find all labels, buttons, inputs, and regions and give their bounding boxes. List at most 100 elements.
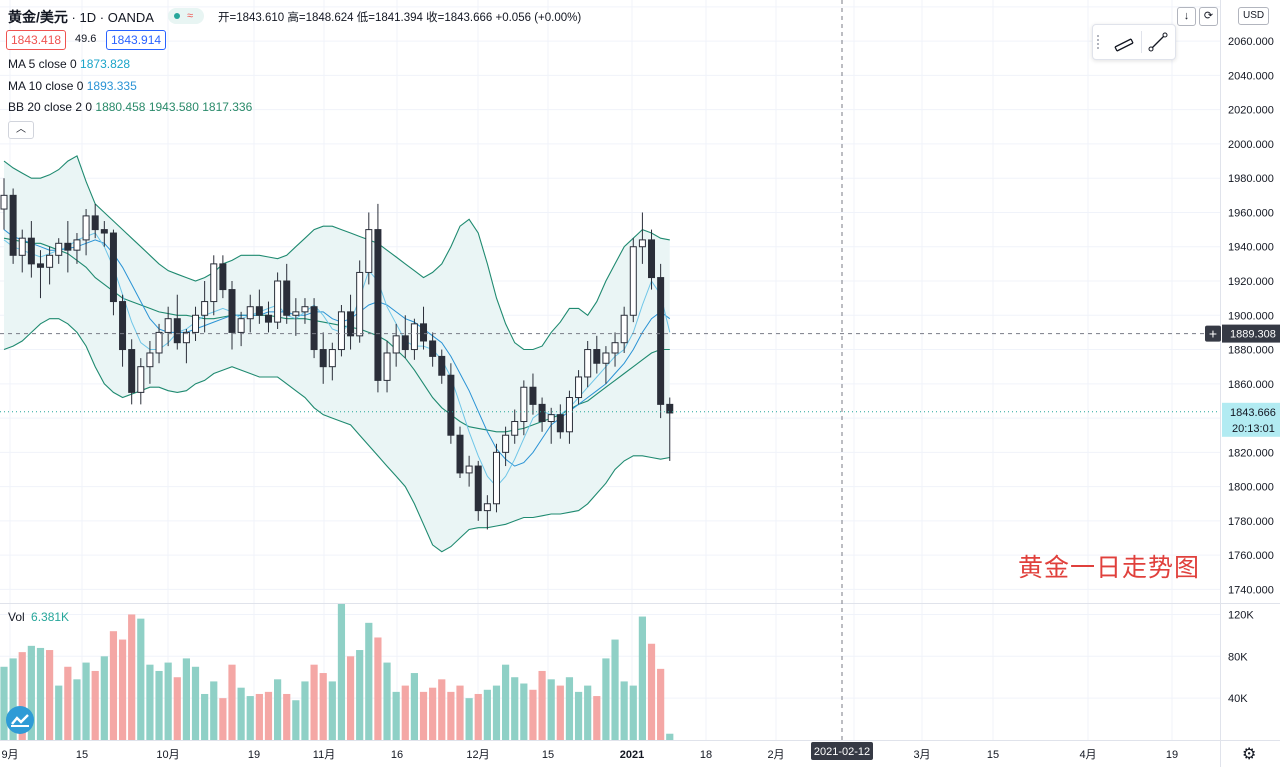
ma10-legend[interactable]: MA 10 close 0 1893.335 [8, 79, 137, 93]
time-tick-label: 19 [248, 749, 260, 761]
drag-handle-icon[interactable] [1097, 35, 1103, 49]
volume-bar [46, 650, 54, 740]
candle-down [255, 306, 263, 316]
tradingview-logo-icon[interactable] [6, 706, 34, 734]
volume-bar [201, 693, 209, 740]
time-tick-label: 2月 [767, 749, 784, 761]
crosshair-date-box [811, 742, 873, 760]
bb-legend[interactable]: BB 20 close 2 0 1880.458 1943.580 1817.3… [8, 100, 252, 114]
candle-down [374, 229, 382, 381]
candle-down [228, 289, 236, 333]
candle-down [420, 323, 428, 342]
plus-icon-glyph: + [1209, 326, 1217, 342]
symbol-name[interactable]: 黄金/美元 [8, 9, 68, 25]
candle-up [620, 314, 628, 344]
volume-tick-label: 120K [1228, 609, 1254, 621]
volume-bar [283, 693, 291, 740]
time-tick-label: 2021 [620, 749, 644, 761]
price-tick-label: 2040.000 [1228, 70, 1274, 82]
candle-down [447, 374, 455, 436]
volume-bar [64, 666, 72, 740]
countdown-label: 20:13:01 [1232, 423, 1275, 435]
candle-down [529, 386, 537, 405]
price-tick-label: 2000.000 [1228, 139, 1274, 151]
volume-bar [328, 681, 336, 740]
candle-down [109, 232, 117, 303]
volume-bar [82, 662, 90, 740]
candle-up [629, 246, 637, 316]
volume-bar [173, 677, 181, 740]
trendline-tool-icon[interactable] [1145, 29, 1171, 55]
candle-up [246, 306, 254, 320]
bb-legend-upper: 1943.580 [148, 100, 199, 114]
price-axis-labels: 2060.000 2040.000 2020.000 2000.000 1980.000… [1228, 36, 1274, 596]
interval-label[interactable]: 1D [79, 10, 97, 25]
plus-icon [1205, 325, 1221, 342]
market-status-badge[interactable]: ≈ [168, 8, 204, 24]
candle-up [164, 318, 172, 333]
volume-legend[interactable]: Vol 6.381K [8, 610, 69, 624]
price-tick-label: 1880.000 [1228, 345, 1274, 357]
volume-bar [483, 689, 491, 740]
volume-bar [465, 698, 473, 740]
crosshair-date-label: 2021-02-12 [814, 746, 870, 758]
volume-axis-labels: 120K 80K 40K [1228, 609, 1254, 705]
volume-bar [264, 691, 273, 740]
candle-down [219, 263, 227, 291]
candle-up [337, 311, 345, 351]
price-tick-label: 1960.000 [1228, 207, 1274, 219]
volume-bar [128, 614, 136, 740]
volume-bar [602, 658, 610, 740]
candle-up [73, 239, 81, 251]
down-arrow-icon[interactable]: ↓ [1177, 7, 1196, 26]
last-price-box [1222, 402, 1280, 437]
candle-up [292, 311, 300, 316]
crosshair-price-box [1222, 324, 1280, 343]
volume-bar [346, 656, 355, 740]
volume-legend-name: Vol [8, 610, 25, 624]
time-tick-label: 4月 [1079, 749, 1096, 761]
volume-bar [392, 691, 400, 740]
volume-bar [538, 670, 546, 740]
time-tick-label: 15 [76, 749, 88, 761]
volume-bar [191, 666, 200, 740]
volume-bar [310, 664, 318, 740]
bollinger-lower-line [3, 318, 670, 553]
candle-up [274, 280, 282, 323]
candle-down [593, 349, 601, 364]
ma5-legend-name: MA 5 close 0 [8, 57, 77, 71]
candle-up [502, 434, 510, 453]
volume-bar [36, 647, 45, 740]
volume-bar [502, 664, 510, 740]
candle-down [538, 403, 546, 423]
buy-price[interactable]: 1843.914 [106, 30, 167, 50]
candle-up [46, 254, 54, 268]
volume-bar [274, 679, 282, 740]
price-tick-label: 1760.000 [1228, 550, 1274, 562]
gear-icon[interactable]: ⚙ [1242, 746, 1257, 763]
volume-bar [55, 685, 63, 740]
refresh-icon[interactable]: ⟳ [1199, 7, 1218, 26]
channel-tool-icon[interactable] [1111, 29, 1137, 55]
volume-bar [638, 616, 646, 740]
candle-down [128, 349, 136, 393]
price-tick-label: 2060.000 [1228, 36, 1274, 48]
time-tick-label: 10月 [156, 749, 179, 761]
candle-down [657, 277, 665, 405]
candle-down [438, 355, 446, 376]
volume-bar [228, 664, 236, 740]
volume-bar [629, 685, 637, 740]
volume-bar [356, 650, 364, 740]
sell-price[interactable]: 1843.418 [6, 30, 67, 50]
volume-bar [118, 639, 127, 740]
candle-down [9, 194, 17, 256]
candle-up [575, 376, 583, 399]
volume-tick-label: 40K [1228, 693, 1248, 705]
ma5-legend[interactable]: MA 5 close 0 1873.828 [8, 57, 130, 71]
time-axis-labels: 9月 15 10月 19 11月 16 12月 15 2021 18 2月 3月 15 4月 19 [1, 749, 1178, 761]
time-tick-label: 18 [700, 749, 712, 761]
currency-button[interactable]: USD [1238, 7, 1270, 25]
chevron-up-icon[interactable]: ︿ [8, 121, 34, 139]
candle-up [410, 323, 418, 351]
